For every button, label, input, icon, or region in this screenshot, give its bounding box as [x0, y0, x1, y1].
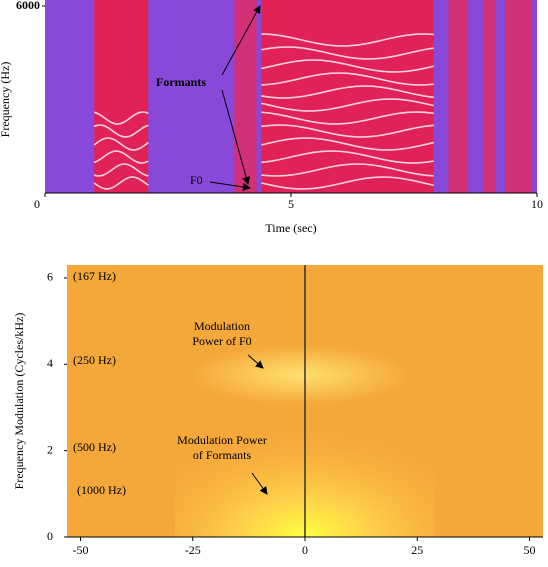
frequency-annotation: (250 Hz)	[73, 353, 116, 367]
y-tick-label: 6	[47, 270, 53, 284]
frequency-annotation: (1000 Hz)	[77, 483, 126, 497]
x-tick-label: 25	[411, 543, 423, 557]
annotation: Power of F0	[192, 334, 251, 348]
energy-region	[234, 0, 257, 193]
annotation: Formants	[156, 75, 206, 89]
x-tick-label: 5	[288, 197, 294, 211]
formant-band	[93, 124, 149, 138]
energy-region	[505, 0, 533, 193]
frequency-annotation: (167 Hz)	[73, 269, 116, 283]
energy-region	[448, 0, 469, 193]
energy-region	[261, 0, 434, 193]
formant-band	[261, 33, 434, 47]
formant-band	[261, 150, 434, 164]
formant-band	[261, 124, 434, 138]
formant-band	[93, 137, 149, 151]
y-tick-label: 0	[47, 529, 53, 543]
annotation: Modulation	[194, 319, 250, 333]
energy-region	[94, 0, 149, 193]
energy-region	[482, 0, 496, 193]
formant-band	[261, 85, 434, 99]
x-tick-label: 0	[302, 543, 308, 557]
modulation-panel: -50 -25 0 25 50 0 2 4 6 Frequency Modulation (Cyc…	[12, 265, 543, 557]
y-tick-label: 2	[47, 442, 53, 456]
formant-band	[261, 111, 434, 125]
formant-band	[93, 163, 149, 177]
y-tick-label: 6000	[16, 0, 40, 12]
formant-band	[93, 150, 149, 164]
spectrogram-panel: 0 5 10 6000 Time (sec) Frequency (Hz) Formants…	[0, 0, 543, 235]
arrow	[209, 181, 251, 191]
formant-band	[261, 163, 434, 177]
arrow	[221, 89, 250, 185]
arrow	[221, 5, 261, 76]
y-tick-label: 4	[47, 356, 53, 370]
formant-band	[261, 98, 434, 112]
formant-band	[93, 176, 149, 190]
formant-band	[261, 72, 434, 86]
x-tick-label: 50	[524, 543, 536, 557]
y-axis-label: Frequency Modulation (Cycles/kHz)	[12, 313, 26, 490]
formant-band	[261, 46, 434, 60]
formant-band	[261, 137, 434, 151]
frequency-annotation: (500 Hz)	[73, 440, 116, 454]
annotation: Modulation Power	[177, 433, 267, 447]
arrow	[251, 472, 268, 495]
arrow	[247, 354, 264, 369]
formant-band	[261, 176, 434, 190]
y-axis-label: Frequency (Hz)	[0, 62, 12, 138]
annotation: of Formants	[193, 448, 252, 462]
formant-band	[261, 59, 434, 73]
formant-band	[93, 111, 149, 125]
x-tick-label: 0	[34, 197, 40, 211]
annotation: F0	[190, 173, 203, 187]
x-tick-label: 10	[531, 197, 543, 211]
x-axis-label: Time (sec)	[265, 221, 316, 235]
x-tick-label: -25	[185, 543, 201, 557]
x-tick-label: -50	[72, 543, 88, 557]
